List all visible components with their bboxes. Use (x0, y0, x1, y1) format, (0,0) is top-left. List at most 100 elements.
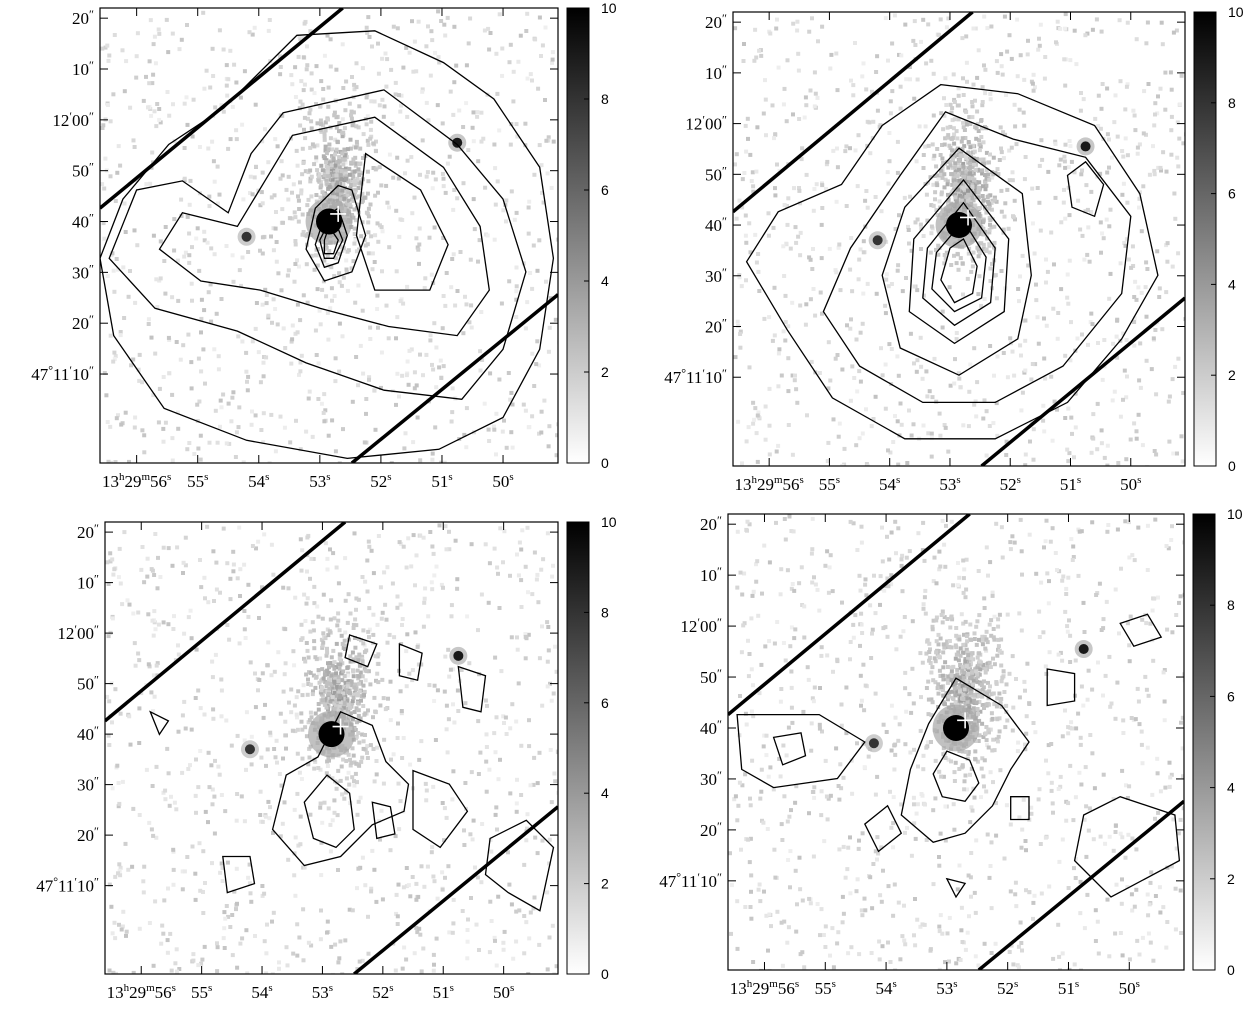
colorbar-tick-label: 2 (601, 364, 609, 380)
colorbar-tick-label: 0 (601, 966, 609, 982)
y-tick-label: 10″​ (705, 62, 727, 83)
contour-line (737, 715, 865, 788)
y-tick-label: 40″​ (700, 717, 722, 738)
panel-1: 13h​29m​56s​55s​54s​53s​52s​51s​50s​47°​… (31, 0, 617, 491)
x-tick-label: 55s​ (187, 471, 208, 491)
x-tick-label: 53s​ (312, 982, 333, 1002)
x-tick-label: 55s​ (815, 978, 836, 998)
y-tick-label: 50″​ (700, 666, 722, 687)
y-tick-label: 47°​11′​10″​ (664, 366, 727, 387)
x-tick-label: 50s​ (492, 471, 513, 491)
x-tick-label: 51s​ (1058, 978, 1079, 998)
y-tick-label: 10″​ (77, 572, 99, 593)
y-tick-label: 40″​ (705, 214, 727, 235)
colorbar-tick-label: 4 (1228, 276, 1236, 292)
y-tick-label: 12′​00″​ (57, 622, 99, 643)
x-tick-label: 54s​ (875, 978, 896, 998)
bright-source (869, 738, 879, 748)
x-tick-label: 13h​29m​56s​ (734, 474, 803, 494)
field-edge-line (354, 807, 558, 974)
x-tick-label: 13h​29m​56s​ (107, 982, 176, 1002)
x-tick-label: 50s​ (1119, 978, 1140, 998)
x-tick-label: 54s​ (251, 982, 272, 1002)
y-tick-label: 20″​ (700, 819, 722, 840)
x-tick-label: 52s​ (1000, 474, 1021, 494)
y-tick-label: 10″​ (700, 564, 722, 585)
y-tick-label: 20″​ (77, 521, 99, 542)
colorbar (567, 522, 589, 974)
contour-line (486, 820, 554, 910)
panel-image (728, 514, 1187, 974)
field-edge-line (105, 522, 345, 721)
contour-line (1047, 669, 1074, 706)
y-tick-label: 30″​ (700, 768, 722, 789)
bright-source (453, 651, 463, 661)
x-tick-label: 55s​ (191, 982, 212, 1002)
y-tick-label: 12′​00″​ (685, 113, 727, 134)
field-edge-line (352, 295, 558, 463)
colorbar-tick-label: 0 (1227, 962, 1235, 978)
x-tick-label: 55s​ (819, 474, 840, 494)
panel-3: 13h​29m​56s​55s​54s​53s​52s​51s​50s​47°​… (36, 514, 617, 1002)
panel-image (105, 522, 562, 977)
colorbar-tick-label: 2 (1227, 871, 1235, 887)
colorbar-tick-label: 10 (1228, 4, 1244, 20)
y-tick-label: 47°​11′​10″​ (31, 363, 94, 384)
x-tick-label: 13h​29m​56s​ (730, 978, 799, 998)
colorbar-tick-label: 10 (601, 0, 617, 16)
y-tick-label: 20″​ (77, 824, 99, 845)
colorbar-tick-label: 0 (601, 455, 609, 471)
y-tick-label: 10″​ (72, 58, 94, 79)
colorbar-tick-label: 6 (1227, 688, 1235, 704)
colorbar-tick-label: 2 (1228, 367, 1236, 383)
colorbar-tick-label: 10 (1227, 506, 1243, 522)
colorbar-tick-label: 4 (601, 273, 609, 289)
colorbar (567, 8, 589, 463)
y-tick-label: 30″​ (77, 774, 99, 795)
x-tick-label: 54s​ (879, 474, 900, 494)
y-tick-label: 20″​ (72, 7, 94, 28)
x-tick-label: 51s​ (431, 471, 452, 491)
colorbar-tick-label: 6 (1228, 186, 1236, 202)
bright-source (242, 232, 252, 242)
y-tick-label: 47°​11′​10″​ (36, 875, 99, 896)
contour-line (413, 771, 467, 848)
panel-2: 13h​29m​56s​55s​54s​53s​52s​51s​50s​47°​… (664, 4, 1244, 494)
colorbar-tick-label: 2 (601, 876, 609, 892)
field-edge-line (982, 298, 1185, 466)
colorbar-tick-label: 4 (601, 785, 609, 801)
y-tick-label: 20″​ (72, 312, 94, 333)
x-tick-label: 52s​ (370, 471, 391, 491)
contour-line (1068, 162, 1104, 217)
colorbar-tick-label: 8 (601, 604, 609, 620)
x-tick-label: 51s​ (433, 982, 454, 1002)
y-tick-label: 47°​11′​10″​ (659, 870, 722, 891)
panel-image (733, 12, 1188, 469)
contour-line (458, 667, 485, 712)
panel-4: 13h​29m​56s​55s​54s​53s​52s​51s​50s​47°​… (659, 506, 1243, 998)
x-tick-label: 54s​ (248, 471, 269, 491)
colorbar-tick-label: 0 (1228, 458, 1236, 474)
x-tick-label: 53s​ (939, 474, 960, 494)
contour-line (304, 775, 354, 847)
bright-source (1079, 644, 1089, 654)
panel-image (100, 8, 562, 467)
colorbar-tick-label: 8 (1227, 597, 1235, 613)
colorbar (1193, 514, 1215, 970)
colorbar-tick-label: 6 (601, 182, 609, 198)
y-tick-label: 50″​ (72, 160, 94, 181)
colorbar-tick-label: 6 (601, 695, 609, 711)
x-tick-label: 50s​ (493, 982, 514, 1002)
y-tick-label: 12′​00″​ (680, 615, 722, 636)
colorbar (1194, 12, 1216, 466)
colorbar-tick-label: 8 (601, 91, 609, 107)
x-tick-label: 52s​ (997, 978, 1018, 998)
y-tick-label: 30″​ (705, 265, 727, 286)
y-tick-label: 40″​ (72, 211, 94, 232)
y-tick-label: 30″​ (72, 261, 94, 282)
bright-source (245, 744, 255, 754)
bright-source (873, 235, 883, 245)
colorbar-tick-label: 8 (1228, 95, 1236, 111)
